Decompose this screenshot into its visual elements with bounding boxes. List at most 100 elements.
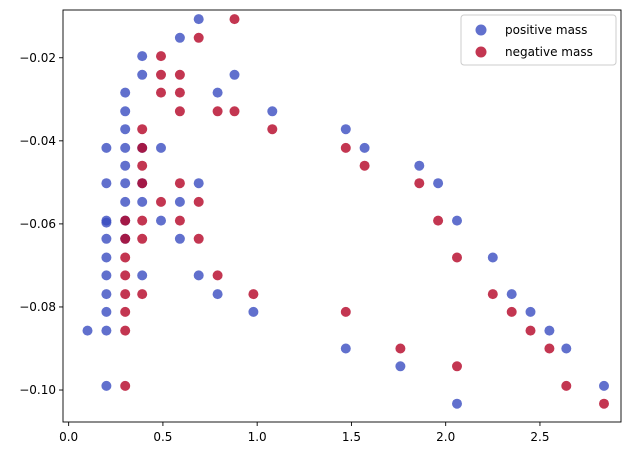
point-positive-mass-22	[137, 69, 148, 80]
point-negative-mass-31	[248, 289, 259, 300]
x-tick-label: 2.0	[436, 430, 455, 444]
point-negative-mass-14	[137, 289, 148, 300]
point-positive-mass-14	[120, 124, 131, 135]
point-negative-mass-5	[120, 306, 131, 317]
point-negative-mass-17	[156, 87, 166, 98]
point-negative-mass-25	[193, 196, 204, 207]
legend: positive mass negative mass	[460, 14, 617, 66]
point-positive-mass-29	[174, 32, 185, 43]
point-positive-mass-12	[120, 87, 131, 98]
x-tick-label: 0.5	[153, 430, 172, 444]
point-negative-mass-27	[212, 106, 223, 117]
plot-frame	[62, 9, 622, 423]
point-negative-mass-15	[156, 51, 166, 62]
legend-marker-negative-mass	[475, 46, 487, 58]
point-positive-mass-48	[487, 252, 498, 263]
legend-label-negative-mass: negative mass	[505, 45, 593, 59]
point-negative-mass-4	[120, 289, 131, 300]
y-axis-ticks: −0.02 −0.04 −0.06 −0.08 −0.10	[19, 51, 63, 397]
point-positive-mass-41	[340, 343, 351, 354]
point-negative-mass-2	[120, 252, 131, 263]
point-negative-mass-7	[120, 380, 131, 391]
point-negative-mass-41	[487, 289, 498, 300]
y-tick-label: −0.08	[19, 300, 56, 314]
point-positive-mass-45	[433, 178, 444, 189]
point-negative-mass-35	[359, 160, 370, 171]
point-positive-mass-13	[120, 106, 131, 117]
point-negative-mass-43	[525, 325, 536, 336]
point-positive-mass-49	[506, 289, 517, 300]
point-positive-mass-47	[452, 398, 462, 409]
point-positive-mass-36	[212, 289, 223, 300]
point-positive-mass-6	[101, 252, 112, 263]
point-positive-mass-31	[174, 233, 185, 244]
point-negative-mass-23	[174, 215, 185, 226]
point-negative-mass-36	[395, 343, 406, 354]
point-positive-mass-4	[101, 217, 112, 228]
point-positive-mass-40	[340, 124, 351, 135]
point-negative-mass-22	[174, 178, 185, 189]
y-tick-label: −0.02	[19, 51, 56, 65]
point-negative-mass-24	[193, 32, 204, 43]
point-positive-mass-5	[101, 233, 112, 244]
point-negative-mass-0	[120, 215, 131, 226]
point-negative-mass-12	[137, 215, 148, 226]
point-negative-mass-28	[212, 270, 223, 281]
point-positive-mass-25	[137, 196, 148, 207]
point-positive-mass-28	[156, 215, 166, 226]
point-positive-mass-2	[101, 178, 112, 189]
y-tick-label: −0.06	[19, 217, 56, 231]
point-negative-mass-20	[174, 87, 185, 98]
point-negative-mass-8	[137, 124, 148, 135]
x-tick-label: 1.5	[342, 430, 361, 444]
legend-marker-positive-mass	[475, 24, 487, 36]
point-negative-mass-37	[414, 178, 425, 189]
point-positive-mass-30	[174, 196, 185, 207]
point-positive-mass-1	[101, 142, 112, 153]
point-positive-mass-18	[120, 196, 131, 207]
point-positive-mass-21	[137, 51, 148, 62]
point-negative-mass-3	[120, 270, 131, 281]
point-negative-mass-34	[340, 306, 351, 317]
legend-box	[460, 14, 617, 66]
point-negative-mass-11	[137, 178, 148, 189]
point-positive-mass-7	[101, 270, 112, 281]
point-negative-mass-32	[267, 124, 278, 135]
point-positive-mass-15	[120, 142, 131, 153]
x-axis-ticks: 0.0 0.5 1.0 1.5 2.0 2.5	[59, 422, 549, 444]
x-tick-label: 0.0	[59, 430, 78, 444]
point-negative-mass-10	[137, 160, 148, 171]
point-negative-mass-29	[229, 14, 240, 25]
point-negative-mass-45	[561, 380, 572, 391]
x-tick-label: 2.5	[530, 430, 549, 444]
point-negative-mass-38	[433, 215, 444, 226]
point-negative-mass-6	[120, 325, 131, 336]
point-positive-mass-38	[248, 306, 259, 317]
points-layer	[82, 14, 609, 409]
point-negative-mass-18	[156, 196, 166, 207]
legend-label-positive-mass: positive mass	[505, 23, 587, 37]
point-positive-mass-46	[452, 215, 462, 226]
point-positive-mass-44	[414, 160, 425, 171]
point-positive-mass-53	[599, 380, 609, 391]
point-positive-mass-0	[82, 325, 93, 336]
y-tick-label: −0.04	[19, 134, 56, 148]
point-negative-mass-16	[156, 69, 166, 80]
point-negative-mass-21	[174, 106, 185, 117]
point-positive-mass-52	[561, 343, 572, 354]
point-positive-mass-27	[156, 142, 166, 153]
point-negative-mass-9	[137, 142, 148, 153]
point-positive-mass-8	[101, 289, 112, 300]
x-tick-label: 1.0	[248, 430, 267, 444]
point-positive-mass-34	[193, 270, 204, 281]
y-tick-label: −0.10	[19, 383, 56, 397]
point-positive-mass-51	[544, 325, 555, 336]
point-positive-mass-43	[395, 361, 406, 372]
point-positive-mass-26	[137, 270, 148, 281]
point-negative-mass-42	[506, 306, 517, 317]
point-positive-mass-10	[101, 325, 112, 336]
point-positive-mass-11	[101, 380, 112, 391]
point-positive-mass-17	[120, 178, 131, 189]
point-negative-mass-1	[120, 233, 131, 244]
